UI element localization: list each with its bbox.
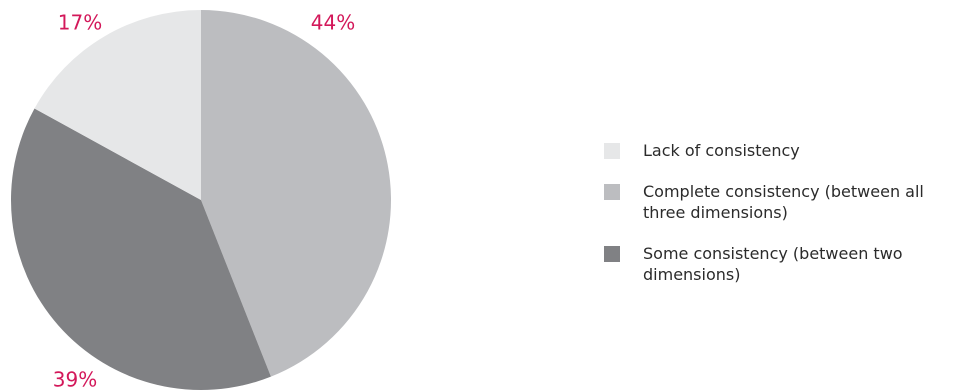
legend-item-lack: Lack of consistency: [604, 140, 954, 161]
legend-swatch-complete: [604, 184, 620, 200]
legend-swatch-lack: [604, 143, 620, 159]
legend-label-lack: Lack of consistency: [643, 141, 800, 160]
legend-label-some: Some consistency (between two dimensions…: [643, 244, 903, 284]
pie-slice-1: [201, 10, 392, 377]
legend-item-some: Some consistency (between two dimensions…: [604, 243, 954, 285]
pie-slice-3: [34, 10, 201, 200]
legend: Lack of consistency Complete consistency…: [604, 140, 954, 305]
slice-value-label-2: 39%: [53, 368, 97, 392]
slice-value-label-3: 17%: [58, 11, 102, 35]
pie-slice-2: [10, 108, 271, 391]
legend-item-complete: Complete consistency (between all three …: [604, 181, 954, 223]
legend-label-complete: Complete consistency (between all three …: [643, 182, 924, 222]
legend-swatch-some: [604, 246, 620, 262]
slice-value-label-1: 44%: [311, 11, 355, 35]
